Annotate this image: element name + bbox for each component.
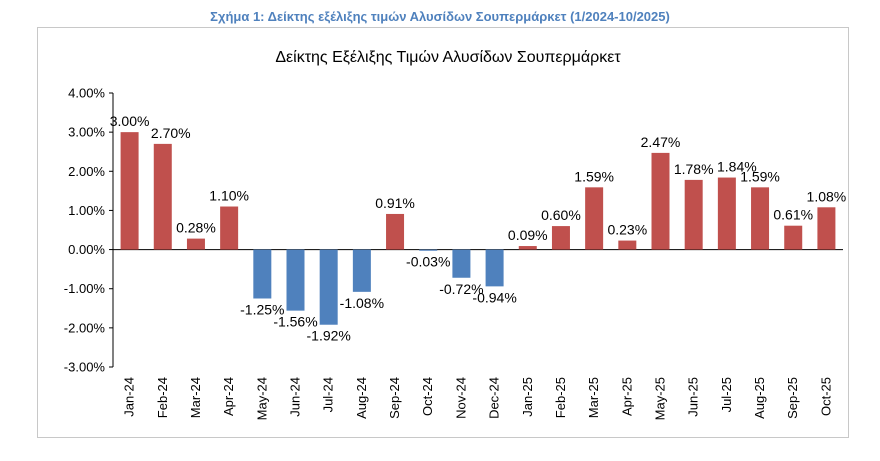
data-label: 1.08% — [807, 188, 847, 204]
bar-sep-25 — [784, 225, 803, 250]
bar-dec-24 — [485, 249, 504, 287]
bar-mar-25 — [585, 187, 604, 250]
x-tick-label: Aug-24 — [354, 377, 369, 419]
x-tick-label: Sep-24 — [387, 377, 402, 419]
data-label: -1.92% — [307, 328, 351, 344]
x-tick-label: May-25 — [653, 377, 668, 420]
data-label: 2.70% — [151, 125, 191, 141]
data-label: 0.91% — [375, 195, 415, 211]
bar-oct-25 — [817, 207, 836, 250]
bar-jun-25 — [684, 179, 703, 250]
data-label: 1.10% — [209, 188, 249, 204]
bar-feb-25 — [551, 226, 570, 250]
bar-sep-24 — [386, 213, 405, 250]
data-label: 0.28% — [176, 220, 216, 236]
y-tick-label: -3.00% — [64, 360, 106, 375]
data-label: 1.84% — [717, 159, 757, 175]
data-label: -1.25% — [240, 302, 284, 318]
x-tick-label: Jan-24 — [122, 377, 137, 417]
x-tick-label: Jul-24 — [321, 377, 336, 412]
x-tick-label: Jun-25 — [686, 377, 701, 417]
bar-aug-25 — [751, 187, 770, 250]
x-tick-label: Oct-25 — [818, 377, 833, 416]
figure-caption: Σχήμα 1: Δείκτης εξέλιξης τιμών Αλυσίδων… — [210, 9, 670, 24]
data-label: -1.56% — [273, 314, 317, 330]
data-label: -0.94% — [472, 289, 516, 305]
bar-apr-25 — [618, 240, 637, 250]
data-label: 3.00% — [110, 113, 150, 129]
x-tick-label: Sep-25 — [785, 377, 800, 419]
x-tick-label: Mar-25 — [586, 377, 601, 418]
data-label: 2.47% — [641, 134, 681, 150]
x-tick-label: Feb-25 — [553, 377, 568, 418]
data-label: 1.59% — [574, 168, 614, 184]
y-tick-label: -1.00% — [64, 281, 106, 296]
y-tick-label: 3.00% — [68, 125, 105, 140]
data-label: 1.59% — [740, 168, 780, 184]
bar-may-25 — [651, 152, 670, 250]
x-tick-label: Jan-25 — [520, 377, 535, 417]
x-tick-label: Feb-24 — [155, 377, 170, 418]
data-label: -1.08% — [340, 295, 384, 311]
bar-jun-24 — [286, 249, 305, 311]
x-tick-label: Apr-25 — [619, 377, 634, 416]
y-tick-label: 0.00% — [68, 242, 105, 257]
bar-jul-24 — [319, 249, 338, 325]
x-tick-label: Jul-25 — [719, 377, 734, 412]
y-tick-label: 4.00% — [68, 86, 105, 101]
chart-frame — [37, 27, 849, 438]
data-label: -0.72% — [439, 281, 483, 297]
bar-may-24 — [253, 249, 272, 299]
bar-oct-24 — [419, 249, 438, 251]
bar-jul-25 — [717, 177, 736, 250]
data-label: 0.60% — [541, 207, 581, 223]
bar-feb-24 — [153, 143, 172, 250]
y-tick-label: -2.00% — [64, 320, 106, 335]
bar-nov-24 — [452, 249, 471, 278]
x-tick-label: Dec-24 — [487, 377, 502, 419]
data-label: 0.23% — [607, 222, 647, 238]
data-label: 0.09% — [508, 227, 548, 243]
chart-title: Δείκτης Εξέλιξης Τιμών Αλυσίδων Σουπερμά… — [275, 49, 621, 66]
x-tick-label: Mar-24 — [188, 377, 203, 418]
data-label: 1.78% — [674, 161, 714, 177]
y-tick-label: 2.00% — [68, 164, 105, 179]
bar-mar-24 — [186, 238, 205, 250]
data-label: -0.03% — [406, 254, 450, 270]
x-tick-label: Nov-24 — [453, 377, 468, 419]
bar-aug-24 — [352, 249, 371, 292]
x-tick-label: Aug-25 — [752, 377, 767, 419]
bar-jan-25 — [518, 246, 537, 250]
x-tick-label: Jun-24 — [288, 377, 303, 417]
x-tick-label: May-24 — [254, 377, 269, 420]
bar-jan-24 — [120, 132, 139, 250]
x-tick-label: Oct-24 — [420, 377, 435, 416]
y-tick-label: 1.00% — [68, 203, 105, 218]
x-tick-label: Apr-24 — [221, 377, 236, 416]
bar-apr-24 — [220, 206, 239, 250]
data-label: 0.61% — [773, 207, 813, 223]
